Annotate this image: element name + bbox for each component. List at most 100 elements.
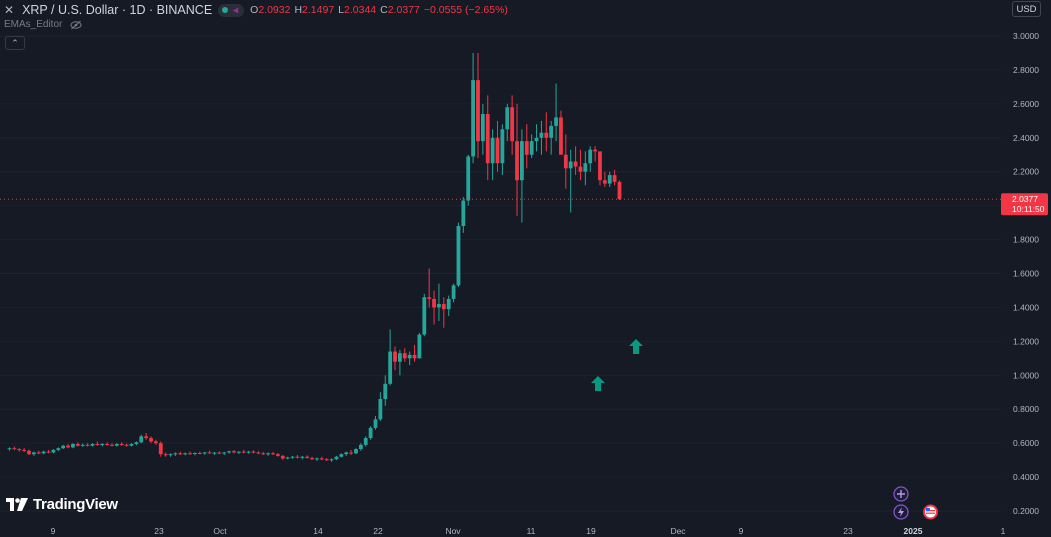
candle bbox=[573, 146, 578, 176]
candle bbox=[451, 283, 456, 303]
candle-body bbox=[56, 448, 61, 450]
status-dot-icon bbox=[222, 7, 229, 13]
candle-body bbox=[66, 445, 70, 448]
candle bbox=[183, 452, 188, 456]
candle bbox=[251, 450, 256, 454]
candle bbox=[46, 449, 51, 454]
last-price-label: 2.0377 10:11:50 bbox=[1001, 193, 1048, 216]
candle-body bbox=[432, 298, 436, 308]
candle bbox=[202, 451, 207, 455]
candle-body bbox=[168, 454, 173, 456]
candle-body bbox=[217, 452, 222, 454]
candle-body bbox=[422, 297, 427, 335]
candle-body bbox=[402, 353, 407, 359]
candle bbox=[617, 180, 622, 200]
candle bbox=[51, 449, 56, 454]
indicator-name[interactable]: EMAs_Editor bbox=[4, 19, 63, 30]
time-tick-label: Nov bbox=[445, 526, 461, 536]
candle bbox=[549, 120, 554, 155]
symbol-legend: ✕ XRP / U.S. Dollar · 1D · BINANCE O2.09… bbox=[4, 2, 508, 18]
toggle-icon[interactable] bbox=[218, 3, 245, 17]
candle bbox=[300, 455, 305, 460]
candle bbox=[544, 112, 549, 152]
candle bbox=[168, 453, 173, 457]
low-label: L bbox=[338, 4, 345, 16]
tradingview-logo[interactable]: TradingView bbox=[6, 496, 118, 513]
candle bbox=[524, 124, 529, 169]
candle bbox=[295, 455, 300, 459]
time-tick-label: 23 bbox=[843, 526, 853, 536]
candle bbox=[476, 52, 480, 159]
candle bbox=[378, 392, 383, 422]
candle bbox=[280, 455, 285, 461]
candle bbox=[515, 103, 519, 216]
candle-body bbox=[456, 226, 461, 286]
candle bbox=[12, 446, 17, 450]
indicator-legend[interactable]: EMAs_Editor bbox=[4, 19, 82, 30]
eye-off-icon[interactable] bbox=[70, 20, 82, 30]
last-price-countdown: 10:11:50 bbox=[1012, 204, 1045, 214]
candle bbox=[593, 146, 597, 162]
candle bbox=[554, 83, 558, 142]
candle bbox=[373, 416, 378, 430]
candle bbox=[388, 329, 393, 386]
candle bbox=[602, 171, 607, 187]
time-tick-label: Oct bbox=[213, 526, 227, 536]
crosshair-icon[interactable] bbox=[893, 486, 909, 502]
candle bbox=[441, 297, 446, 328]
time-axis[interactable]: 9 23 Oct 14 22 Nov 11 19 Dec 9 23 2025 1 bbox=[51, 526, 1006, 536]
candle-body bbox=[363, 438, 368, 445]
price-tick-label: 3.0000 bbox=[1013, 31, 1039, 41]
candle bbox=[188, 451, 192, 455]
candle-body bbox=[114, 443, 119, 446]
candle-body bbox=[36, 452, 41, 454]
candle bbox=[349, 449, 353, 456]
candle-body bbox=[329, 459, 334, 461]
candle-body bbox=[480, 114, 485, 142]
symbol-title[interactable]: XRP / U.S. Dollar · 1D · BINANCE bbox=[22, 3, 213, 17]
candle bbox=[36, 450, 41, 455]
candle-body bbox=[539, 132, 544, 138]
candle bbox=[334, 455, 339, 461]
candle-body bbox=[593, 149, 597, 152]
candle-body bbox=[61, 445, 66, 449]
price-axis[interactable]: 3.00002.80002.60002.40002.20002.00001.80… bbox=[1013, 31, 1039, 516]
candle bbox=[315, 457, 319, 461]
candle-body bbox=[178, 453, 183, 455]
candle-body bbox=[193, 452, 197, 454]
candle bbox=[310, 456, 314, 461]
lightning-icon[interactable] bbox=[893, 504, 909, 520]
candle bbox=[75, 442, 80, 447]
us-flag-icon[interactable] bbox=[922, 504, 939, 520]
close-label: C bbox=[380, 4, 388, 16]
candle-body bbox=[554, 117, 558, 126]
candle bbox=[290, 455, 295, 459]
candle-body bbox=[22, 449, 27, 451]
candle-body bbox=[232, 451, 236, 453]
candle-body bbox=[344, 452, 349, 455]
candle bbox=[505, 103, 510, 142]
candle-body bbox=[105, 443, 109, 445]
chevron-up-icon[interactable]: ⌃ bbox=[5, 36, 25, 50]
candle-body bbox=[90, 443, 95, 446]
candle-body bbox=[334, 456, 339, 460]
candle bbox=[578, 149, 583, 181]
candle bbox=[222, 451, 227, 456]
close-icon[interactable]: ✕ bbox=[4, 3, 15, 17]
candle bbox=[607, 171, 612, 187]
high-label: H bbox=[294, 4, 303, 16]
candle bbox=[427, 268, 432, 308]
candle bbox=[461, 197, 466, 233]
candle bbox=[134, 441, 139, 446]
price-tick-label: 1.2000 bbox=[1013, 336, 1039, 346]
candle bbox=[95, 441, 100, 446]
candle bbox=[329, 458, 334, 462]
candle-body bbox=[71, 443, 75, 448]
candle bbox=[510, 95, 515, 155]
candle bbox=[480, 103, 485, 155]
candle-body bbox=[544, 132, 549, 138]
candle-body bbox=[324, 459, 329, 461]
candle-body bbox=[485, 114, 490, 164]
currency-button[interactable]: USD bbox=[1012, 1, 1041, 17]
